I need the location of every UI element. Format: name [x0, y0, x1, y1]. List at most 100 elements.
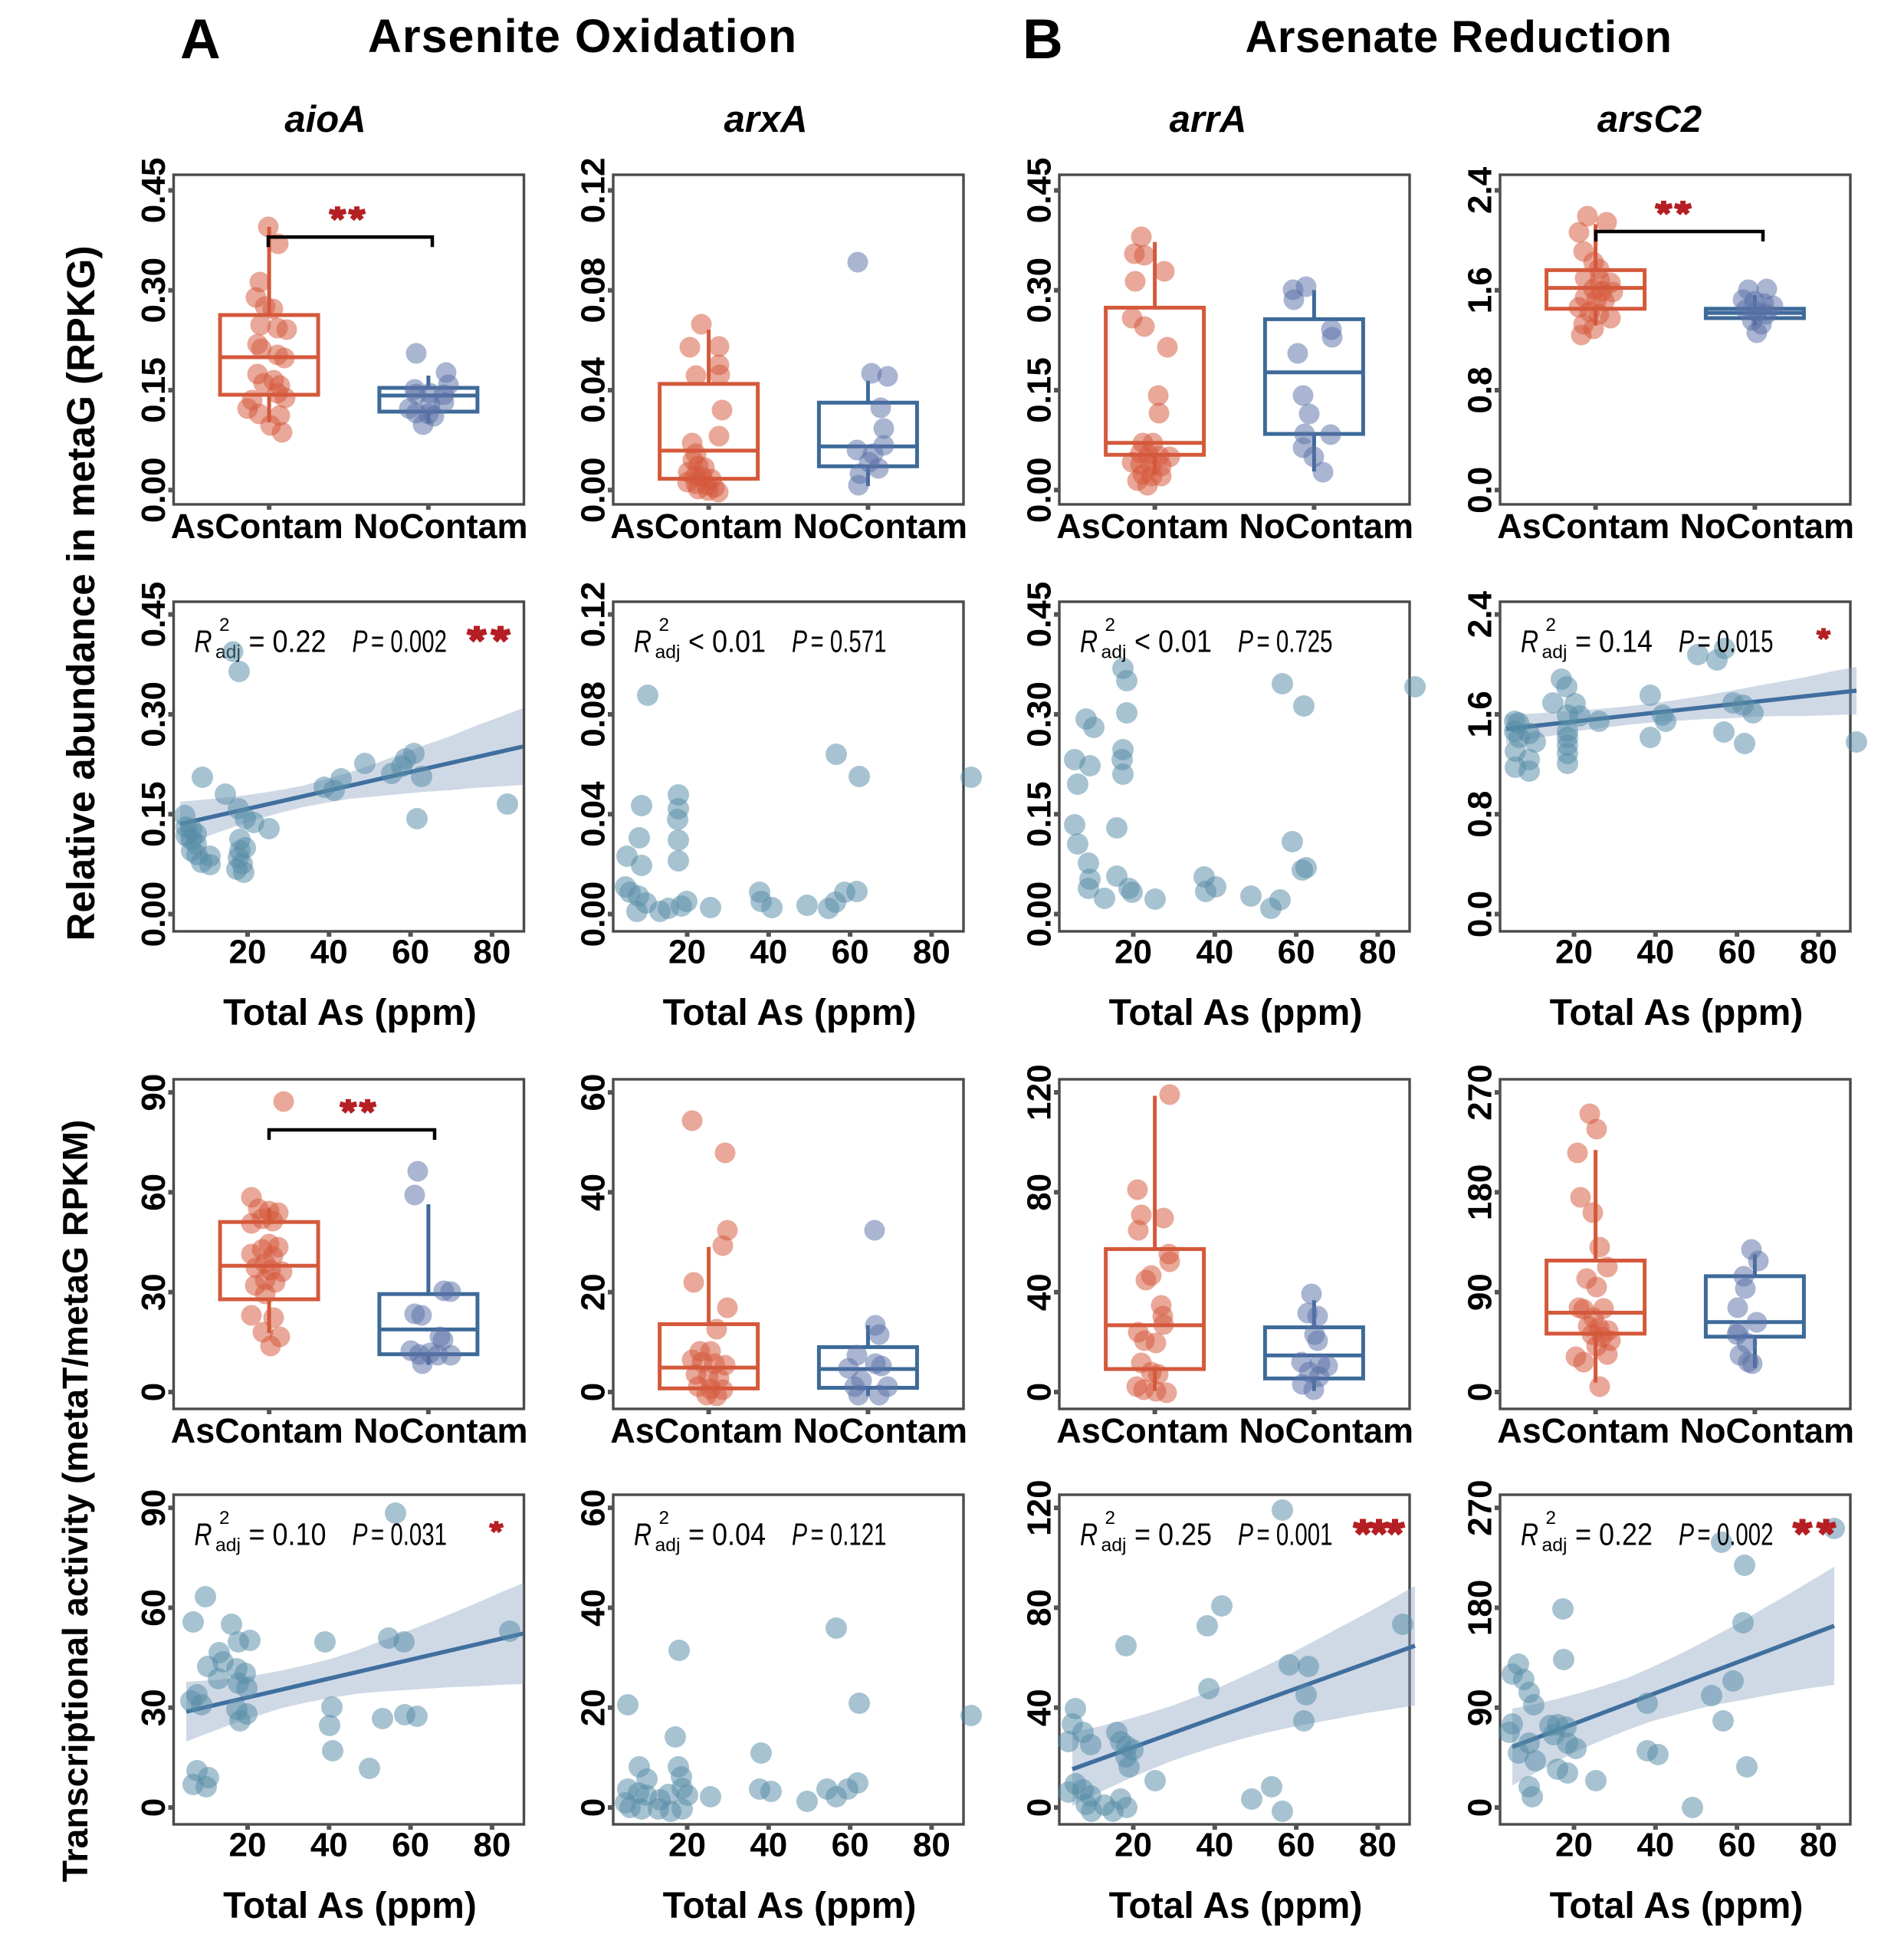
svg-text:0: 0: [1462, 1798, 1499, 1817]
svg-text:NoContam: NoContam: [1680, 1411, 1854, 1450]
svg-text:= 0.10: = 0.10: [249, 1516, 327, 1551]
svg-text:90: 90: [1462, 1689, 1499, 1726]
svg-text:P: P: [792, 1516, 807, 1551]
svg-text:0.00: 0.00: [135, 882, 172, 947]
svg-text:0.30: 0.30: [135, 681, 172, 747]
svg-text:80: 80: [1359, 934, 1397, 971]
svg-text:R: R: [1080, 1516, 1098, 1551]
svg-text:0.15: 0.15: [135, 357, 172, 423]
svg-text:= 0.725: = 0.725: [1257, 623, 1333, 658]
svg-text:R: R: [195, 623, 212, 658]
svg-text:2: 2: [219, 615, 230, 635]
svg-text:Total As (ppm): Total As (ppm): [1109, 1886, 1363, 1926]
svg-text:AsContam: AsContam: [1497, 507, 1669, 546]
svg-text:1.6: 1.6: [1462, 691, 1499, 737]
svg-text:2: 2: [659, 1508, 670, 1528]
svg-text:80: 80: [473, 934, 510, 971]
svg-text:0.15: 0.15: [1021, 781, 1059, 847]
svg-text:R: R: [1521, 1516, 1538, 1551]
svg-text:2: 2: [1546, 615, 1557, 635]
svg-text:180: 180: [1462, 1164, 1499, 1220]
svg-text:120: 120: [1021, 1479, 1059, 1535]
svg-text:AsContam: AsContam: [610, 507, 783, 546]
svg-text:0.00: 0.00: [1021, 882, 1059, 947]
svg-text:= 0.015: = 0.015: [1698, 623, 1774, 658]
svg-text:Transcriptional activity (meta: Transcriptional activity (metaT/metaG RP…: [55, 1120, 95, 1883]
svg-text:Arsenite Oxidation: Arsenite Oxidation: [368, 10, 797, 62]
svg-text:NoContam: NoContam: [353, 507, 527, 546]
svg-text:AsContam: AsContam: [171, 1411, 343, 1450]
svg-text:0.45: 0.45: [1021, 158, 1059, 224]
svg-text:0.30: 0.30: [1021, 258, 1059, 323]
svg-text:40: 40: [1196, 1827, 1233, 1864]
svg-text:40: 40: [310, 934, 348, 971]
svg-text:1.6: 1.6: [1462, 267, 1499, 314]
svg-text:80: 80: [1359, 1827, 1397, 1864]
svg-text:Total As (ppm): Total As (ppm): [223, 993, 477, 1033]
svg-text:NoContam: NoContam: [1680, 507, 1854, 546]
svg-text:40: 40: [750, 934, 787, 971]
svg-text:R: R: [195, 1516, 212, 1551]
svg-text:0: 0: [575, 1798, 612, 1817]
svg-text:90: 90: [135, 1074, 172, 1111]
svg-text:40: 40: [750, 1827, 787, 1864]
svg-text:20: 20: [1114, 934, 1152, 971]
svg-text:60: 60: [135, 1174, 172, 1211]
svg-text:P: P: [792, 623, 807, 658]
svg-text:Total As (ppm): Total As (ppm): [1550, 1886, 1804, 1926]
svg-text:= 0.002: = 0.002: [1698, 1516, 1774, 1551]
svg-text:< 0.01: < 0.01: [688, 623, 766, 658]
svg-text:P: P: [353, 623, 368, 658]
svg-text:Total As (ppm): Total As (ppm): [663, 1886, 917, 1926]
svg-text:= 0.22: = 0.22: [249, 623, 327, 658]
svg-text:0.04: 0.04: [575, 357, 612, 423]
svg-text:60: 60: [575, 1074, 612, 1111]
svg-text:0.15: 0.15: [135, 781, 172, 847]
svg-text:P: P: [353, 1516, 368, 1551]
svg-text:NoContam: NoContam: [793, 507, 967, 546]
svg-text:40: 40: [1021, 1273, 1059, 1311]
svg-text:P: P: [1238, 623, 1253, 658]
svg-text:0.8: 0.8: [1462, 791, 1499, 838]
svg-text:20: 20: [1555, 934, 1593, 971]
svg-text:30: 30: [135, 1273, 172, 1311]
svg-text:NoContam: NoContam: [793, 1411, 967, 1450]
svg-text:adj: adj: [1101, 1535, 1127, 1555]
svg-text:= 0.121: = 0.121: [811, 1516, 887, 1551]
svg-text:Total As (ppm): Total As (ppm): [663, 993, 917, 1033]
svg-text:0.15: 0.15: [1021, 357, 1059, 423]
svg-text:2: 2: [1105, 615, 1116, 635]
svg-text:P: P: [1238, 1516, 1253, 1551]
svg-text:0: 0: [1021, 1383, 1059, 1401]
svg-text:0.00: 0.00: [575, 457, 612, 523]
svg-text:P: P: [1679, 623, 1694, 658]
svg-text:NoContam: NoContam: [1239, 507, 1413, 546]
svg-text:40: 40: [1636, 1827, 1674, 1864]
svg-text:B: B: [1023, 8, 1063, 71]
svg-text:20: 20: [1114, 1827, 1152, 1864]
svg-text:= 0.25: = 0.25: [1134, 1516, 1212, 1551]
svg-text:40: 40: [1636, 934, 1674, 971]
svg-text:0.0: 0.0: [1462, 467, 1499, 514]
svg-text:40: 40: [575, 1589, 612, 1627]
svg-text:0.00: 0.00: [575, 882, 612, 947]
svg-text:Relative abundance in metaG (: Relative abundance in metaG (RPKG): [59, 246, 103, 941]
svg-text:= 0.001: = 0.001: [1257, 1516, 1333, 1551]
svg-text:0.30: 0.30: [135, 258, 172, 323]
svg-text:Arsenate Reduction: Arsenate Reduction: [1246, 12, 1673, 62]
svg-text:0: 0: [135, 1383, 172, 1401]
svg-text:20: 20: [229, 934, 267, 971]
svg-text:AsContam: AsContam: [1056, 507, 1229, 546]
svg-text:20: 20: [229, 1827, 267, 1864]
svg-text:2.4: 2.4: [1462, 590, 1499, 638]
svg-text:2: 2: [659, 615, 670, 635]
svg-text:90: 90: [135, 1489, 172, 1527]
svg-text:80: 80: [1021, 1589, 1059, 1627]
svg-text:adj: adj: [1101, 642, 1127, 662]
svg-text:2.4: 2.4: [1462, 166, 1499, 214]
svg-text:60: 60: [392, 934, 429, 971]
svg-text:60: 60: [1278, 1827, 1315, 1864]
svg-text:60: 60: [392, 1827, 429, 1864]
svg-text:= 0.031: = 0.031: [371, 1516, 447, 1551]
svg-text:60: 60: [832, 934, 869, 971]
